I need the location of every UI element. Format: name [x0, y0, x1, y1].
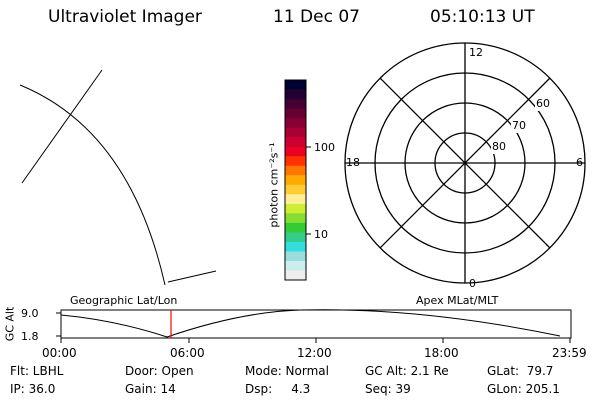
colorbar-segment: [285, 118, 306, 129]
colorbar-segment: [285, 232, 306, 243]
xticks: [60, 338, 571, 343]
polar-label-18: 18: [346, 156, 360, 169]
colorbar: [285, 80, 306, 281]
status-dsp: Dsp: 4.3: [245, 382, 311, 396]
polar-label-6: 6: [576, 156, 583, 169]
colorbar-segment: [285, 108, 306, 119]
colorbar-tick-label: 100: [314, 141, 335, 154]
date-label: 11 Dec 07: [273, 7, 360, 27]
polar-ring-label-80: 80: [492, 140, 506, 153]
xtick-label: 06:00: [170, 346, 205, 360]
colorbar-segment: [285, 270, 306, 281]
colorbar-segment: [285, 137, 306, 148]
colorbar-segment: [285, 213, 306, 224]
polar-diagonal: [379, 77, 551, 249]
colorbar-segment: [285, 184, 306, 195]
ytick-label-bottom: 1.8: [21, 330, 39, 343]
colorbar-label: photon cm⁻²s⁻¹: [267, 142, 281, 228]
status-glat: GLat: 79.7: [487, 364, 554, 378]
xtick-label: 18:00: [424, 346, 459, 360]
colorbar-frame: [284, 79, 307, 281]
colorbar-segment: [285, 194, 306, 205]
geographic-map: [19, 69, 217, 286]
altitude-curve: [60, 309, 561, 338]
polar-ring-label-70: 70: [512, 119, 526, 132]
colorbar-tick-label: 10: [314, 228, 328, 241]
colorbar-segment: [285, 241, 306, 252]
polar-label-0: 0: [469, 277, 476, 290]
status-gc-alt: GC Alt: 2.1 Re: [365, 364, 449, 378]
colorbar-segment: [285, 260, 306, 271]
colorbar-segment: [285, 80, 306, 91]
ytick-label-top: 9.0: [21, 307, 39, 320]
status-gain: Gain: 14: [125, 382, 176, 396]
colorbar-segment: [285, 165, 306, 176]
colorbar-segment: [285, 156, 306, 167]
colorbar-segment: [285, 175, 306, 186]
colorbar-segment: [285, 127, 306, 138]
polar-ring-label-60: 60: [536, 97, 550, 110]
status-flt: Flt: LBHL: [10, 364, 64, 378]
status-seq: Seq: 39: [365, 382, 411, 396]
colorbar-segment: [285, 89, 306, 100]
apex-caption: Apex MLat/MLT: [416, 294, 499, 307]
xtick-label: 00:00: [42, 346, 77, 360]
polar-label-12: 12: [469, 46, 483, 59]
colorbar-segment: [285, 222, 306, 233]
colorbar-segment: [285, 203, 306, 214]
map-line: [167, 270, 217, 283]
colorbar-segment: [285, 99, 306, 110]
map-line: [21, 69, 103, 184]
instrument-title: Ultraviolet Imager: [48, 7, 202, 27]
colorbar-segment: [285, 146, 306, 157]
status-mode: Mode: Normal: [245, 364, 329, 378]
polar-plot: [344, 42, 586, 284]
geographic-caption: Geographic Lat/Lon: [70, 294, 178, 307]
map-arc: [19, 84, 166, 286]
colorbar-segment: [285, 251, 306, 262]
status-glon: GLon: 205.1: [487, 382, 560, 396]
status-door: Door: Open: [125, 364, 194, 378]
timeline-ylabel: GC Alt: [3, 306, 17, 342]
xtick-label: 23:59: [552, 346, 587, 360]
status-ip: IP: 36.0: [10, 382, 56, 396]
xtick-label: 12:00: [297, 346, 332, 360]
time-label: 05:10:13 UT: [430, 7, 535, 27]
